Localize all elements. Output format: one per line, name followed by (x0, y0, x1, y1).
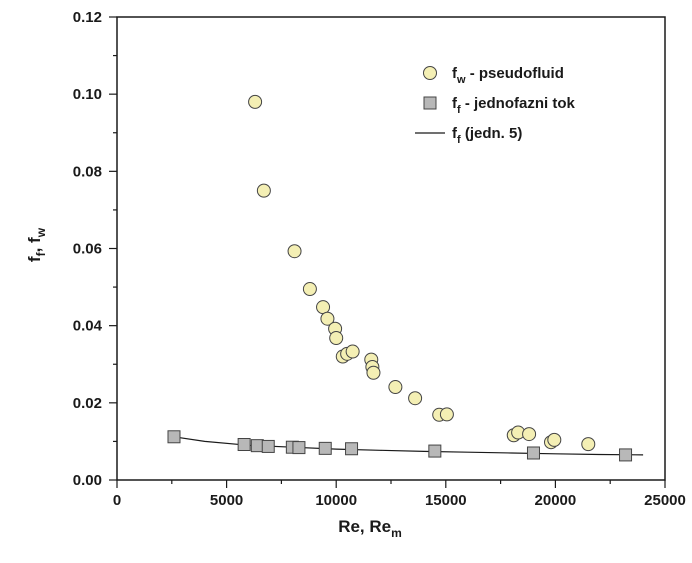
pseudofluid-point (366, 365, 381, 380)
x-tick-label: 10000 (315, 492, 357, 509)
pseudofluid-point (329, 331, 344, 346)
single-phase-point (526, 446, 540, 460)
y-tick-label: 0.10 (73, 86, 102, 103)
pseudofluid-point (547, 432, 562, 447)
y-tick-label: 0.04 (73, 318, 103, 335)
tick-label-layer: 0 5000 10000 15000 20000 25000 0.00 0.02 0.04 0.0… (73, 9, 686, 509)
legend-item-jedn5: ff (jedn. 5) (452, 125, 522, 146)
legend-marker-circle (423, 66, 437, 80)
x-tick-label: 25000 (644, 492, 686, 509)
y-tick-label: 0.12 (73, 9, 102, 26)
single-phase-point (428, 444, 442, 458)
single-phase-point (167, 430, 181, 444)
single-phase-point (345, 442, 359, 456)
pseudofluid-point (581, 437, 596, 452)
axes (109, 16, 666, 488)
marker-layer (167, 94, 633, 462)
pseudofluid-point (248, 94, 263, 109)
y-axis-title: ff, fw (25, 227, 48, 262)
x-tick-label: 20000 (535, 492, 577, 509)
pseudofluid-point (388, 380, 403, 395)
pseudofluid-point (345, 344, 360, 359)
single-phase-point (318, 441, 332, 455)
pseudofluid-point (439, 407, 454, 422)
pseudofluid-point (316, 300, 331, 315)
x-axis-title: Re, Rem (338, 517, 402, 540)
x-tick-label: 15000 (425, 492, 467, 509)
legend-item-jednofazni: ff - jednofazni tok (452, 95, 575, 116)
single-phase-point (619, 448, 633, 462)
single-phase-point (237, 438, 251, 452)
pseudofluid-point (302, 282, 317, 297)
single-phase-point (292, 441, 306, 455)
legend-box (405, 55, 660, 155)
legend-item-pseudofluid: fw - pseudofluid (452, 65, 564, 86)
pseudofluid-point (408, 391, 423, 406)
x-tick-label: 0 (113, 492, 121, 509)
pseudofluid-point (287, 244, 302, 259)
pseudofluid-point (522, 427, 537, 442)
legend: fw - pseudofluid ff - jednofazni tok ff … (405, 55, 660, 155)
y-tick-label: 0.08 (73, 163, 102, 180)
y-tick-label: 0.06 (73, 241, 102, 258)
pseudofluid-point (320, 311, 335, 326)
pseudofluid-point (256, 183, 271, 198)
single-phase-point (250, 439, 264, 453)
y-tick-label: 0.00 (73, 472, 102, 489)
legend-marker-square (423, 96, 437, 110)
single-phase-point (261, 439, 275, 453)
x-tick-label: 5000 (210, 492, 243, 509)
y-tick-label: 0.02 (73, 395, 102, 412)
